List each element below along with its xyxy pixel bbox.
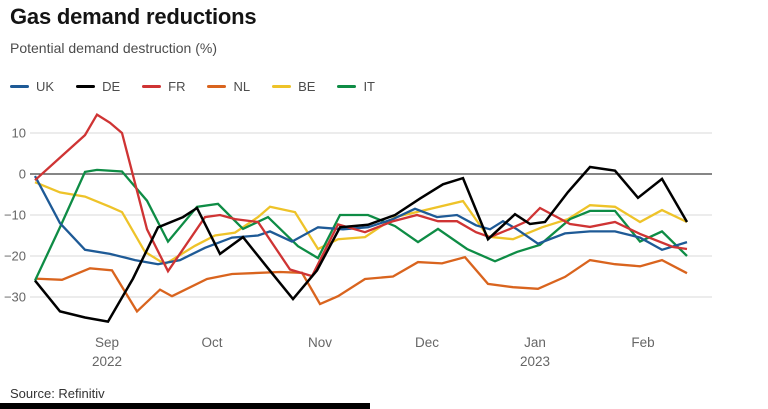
legend-label-de: DE — [102, 79, 121, 94]
source-credit: Source: Refinitiv — [10, 386, 105, 401]
uk-line-swatch — [10, 85, 29, 88]
x-tick-label: Oct — [201, 335, 222, 350]
legend-label-uk: UK — [36, 79, 55, 94]
nl-line-swatch — [207, 85, 227, 88]
de-line-swatch — [76, 85, 96, 88]
x-tick-label: Feb — [631, 335, 654, 350]
legend-item-uk: UK — [10, 79, 54, 94]
legend-item-nl: NL — [207, 79, 250, 94]
y-tick-label: −10 — [4, 208, 26, 223]
x-tick-label: Jan — [524, 335, 546, 350]
series-line-nl — [34, 255, 688, 314]
legend-label-it: IT — [363, 79, 375, 94]
series-line-de — [34, 165, 689, 323]
series-line-be — [34, 181, 688, 266]
legend-item-de: DE — [76, 79, 120, 94]
series-line-uk — [33, 175, 688, 266]
x-tick-label: Dec — [415, 335, 439, 350]
x-tick-sublabel: 2022 — [92, 354, 122, 369]
y-tick-label: −20 — [4, 249, 26, 264]
y-tick-label: 10 — [12, 126, 26, 141]
page-title: Gas demand reductions — [10, 4, 257, 29]
chart-subtitle: Potential demand destruction (%) — [10, 40, 217, 56]
it-line-swatch — [337, 85, 357, 88]
x-tick-sublabel: 2023 — [520, 354, 550, 369]
x-tick-label: Sep — [95, 335, 119, 350]
y-tick-label: −30 — [4, 290, 26, 305]
series-line-fr — [34, 112, 688, 278]
legend-label-nl: NL — [233, 79, 251, 94]
legend: UK DE FR NL BE IT — [10, 79, 375, 94]
legend-label-fr: FR — [168, 79, 186, 94]
legend-label-be: BE — [298, 79, 316, 94]
legend-item-it: IT — [337, 79, 375, 94]
legend-item-fr: FR — [142, 79, 185, 94]
be-line-swatch — [272, 85, 292, 88]
series-line-it — [33, 168, 688, 282]
footer-bar — [0, 403, 370, 409]
x-tick-label: Nov — [308, 335, 332, 350]
fr-line-swatch — [142, 85, 162, 88]
legend-item-be: BE — [272, 79, 315, 94]
y-tick-label: 0 — [19, 167, 26, 182]
